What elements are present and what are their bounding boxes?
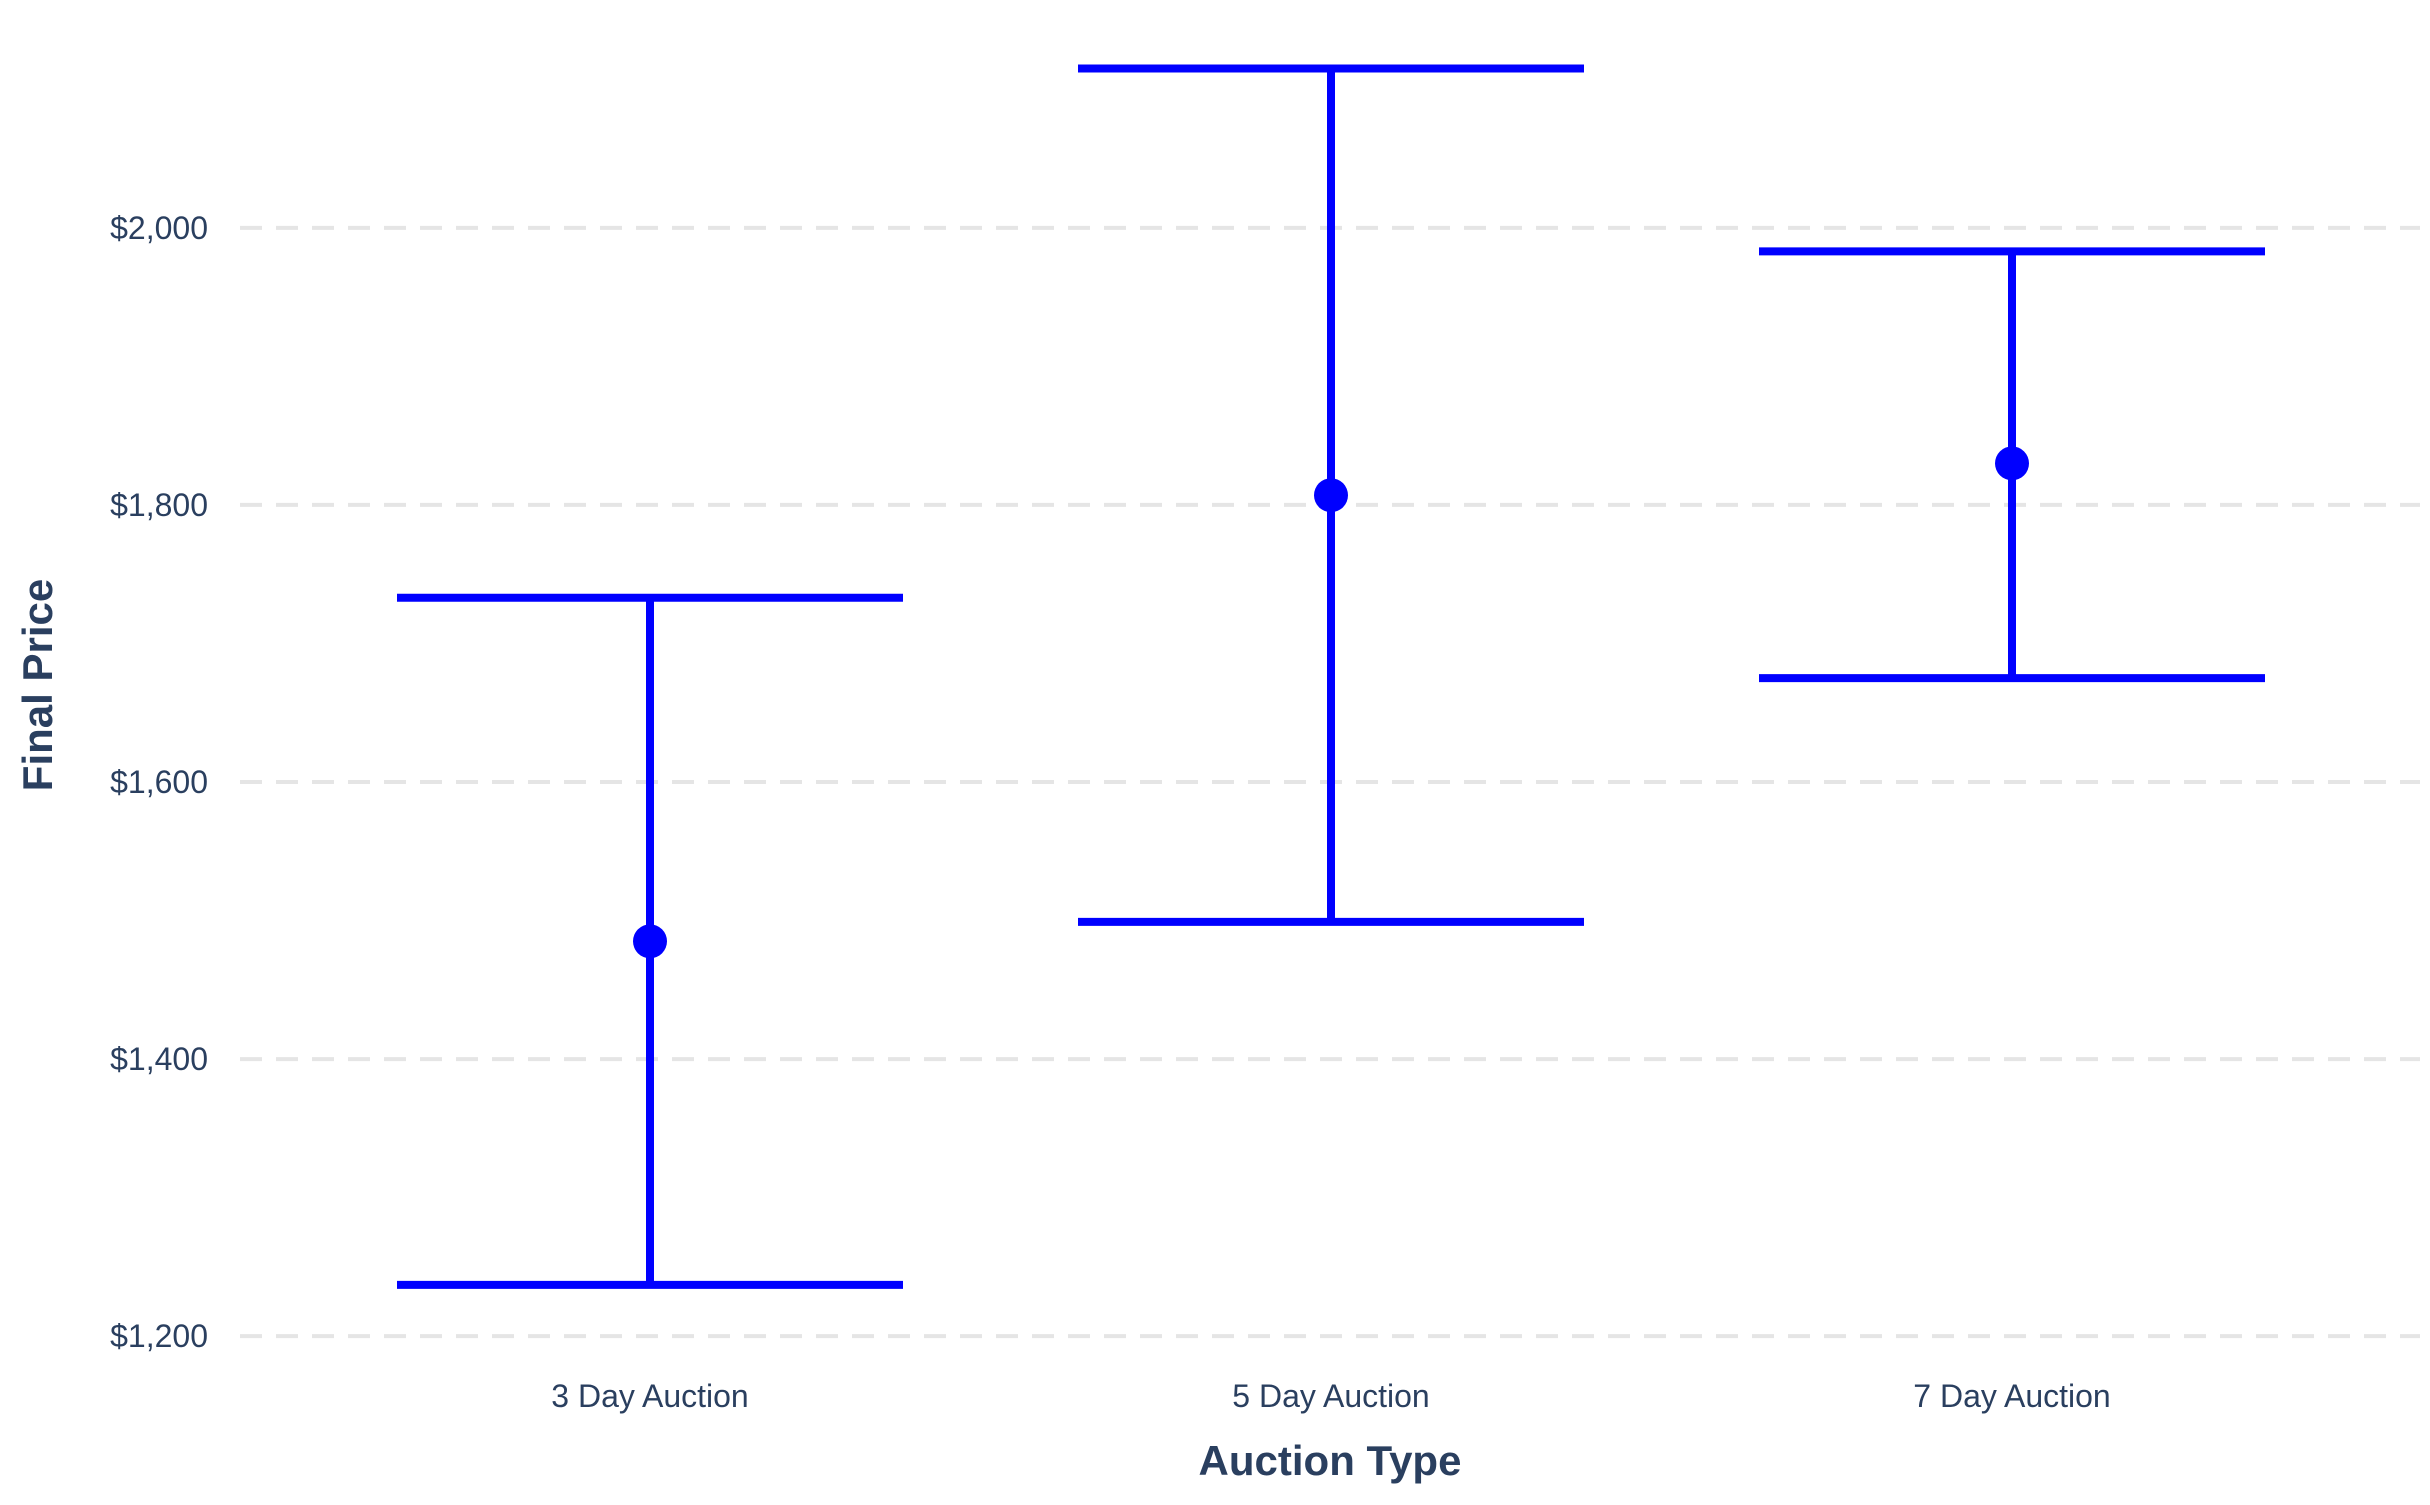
x-tick-label-2: 5 Day Auction (1232, 1378, 1429, 1414)
y-axis-title: Final Price (14, 579, 61, 791)
y-axis-ticks: $1,200 $1,400 $1,600 $1,800 $2,000 (110, 210, 208, 1354)
y-tick-label-1200: $1,200 (110, 1318, 208, 1354)
x-axis-ticks: 3 Day Auction 5 Day Auction 7 Day Auction (551, 1378, 2110, 1414)
data-point-1 (633, 924, 667, 959)
y-tick-label-2000: $2,000 (110, 210, 208, 246)
y-tick-label-1800: $1,800 (110, 487, 208, 523)
y-tick-label-1600: $1,600 (110, 764, 208, 800)
x-tick-label-1: 3 Day Auction (551, 1378, 748, 1414)
plot-marks (397, 64, 2265, 1289)
x-axis-title: Auction Type (1199, 1437, 1462, 1484)
data-point-3 (1995, 446, 2029, 481)
y-tick-label-1400: $1,400 (110, 1041, 208, 1077)
data-point-2 (1314, 478, 1348, 513)
x-tick-label-3: 7 Day Auction (1913, 1378, 2110, 1414)
